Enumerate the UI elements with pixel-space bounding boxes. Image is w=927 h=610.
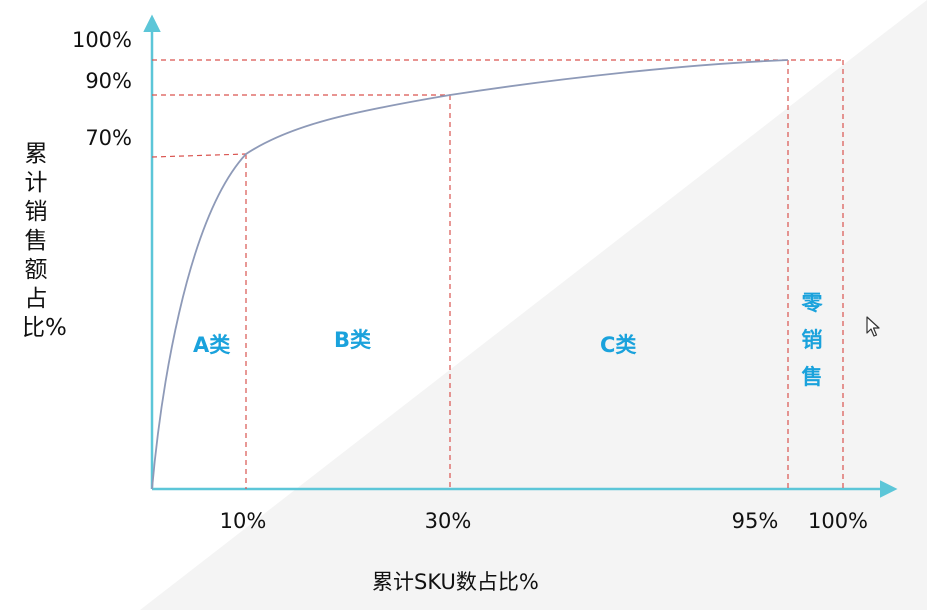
x-tick-95: 95%	[731, 509, 779, 533]
region-label-b: B类	[334, 328, 372, 352]
y-tick-100: 100%	[71, 28, 132, 52]
mouse-pointer-icon	[866, 316, 880, 337]
x-tick-10: 10%	[219, 509, 267, 533]
y-axis-title: 累计销售额占比%	[22, 141, 67, 341]
x-tick-30: 30%	[424, 509, 472, 533]
x-tick-100: 100%	[807, 509, 869, 533]
region-label-c: C类	[600, 333, 637, 357]
region-label-a: A类	[193, 333, 231, 357]
guide-h-70	[151, 153, 247, 158]
region-label-zero-sales: 零销售	[801, 291, 823, 389]
y-tick-90: 90%	[85, 69, 132, 93]
x-axis-title: 累计SKU数占比%	[372, 570, 539, 594]
cumulative-curve	[151, 59, 789, 490]
y-tick-70: 70%	[85, 126, 132, 150]
